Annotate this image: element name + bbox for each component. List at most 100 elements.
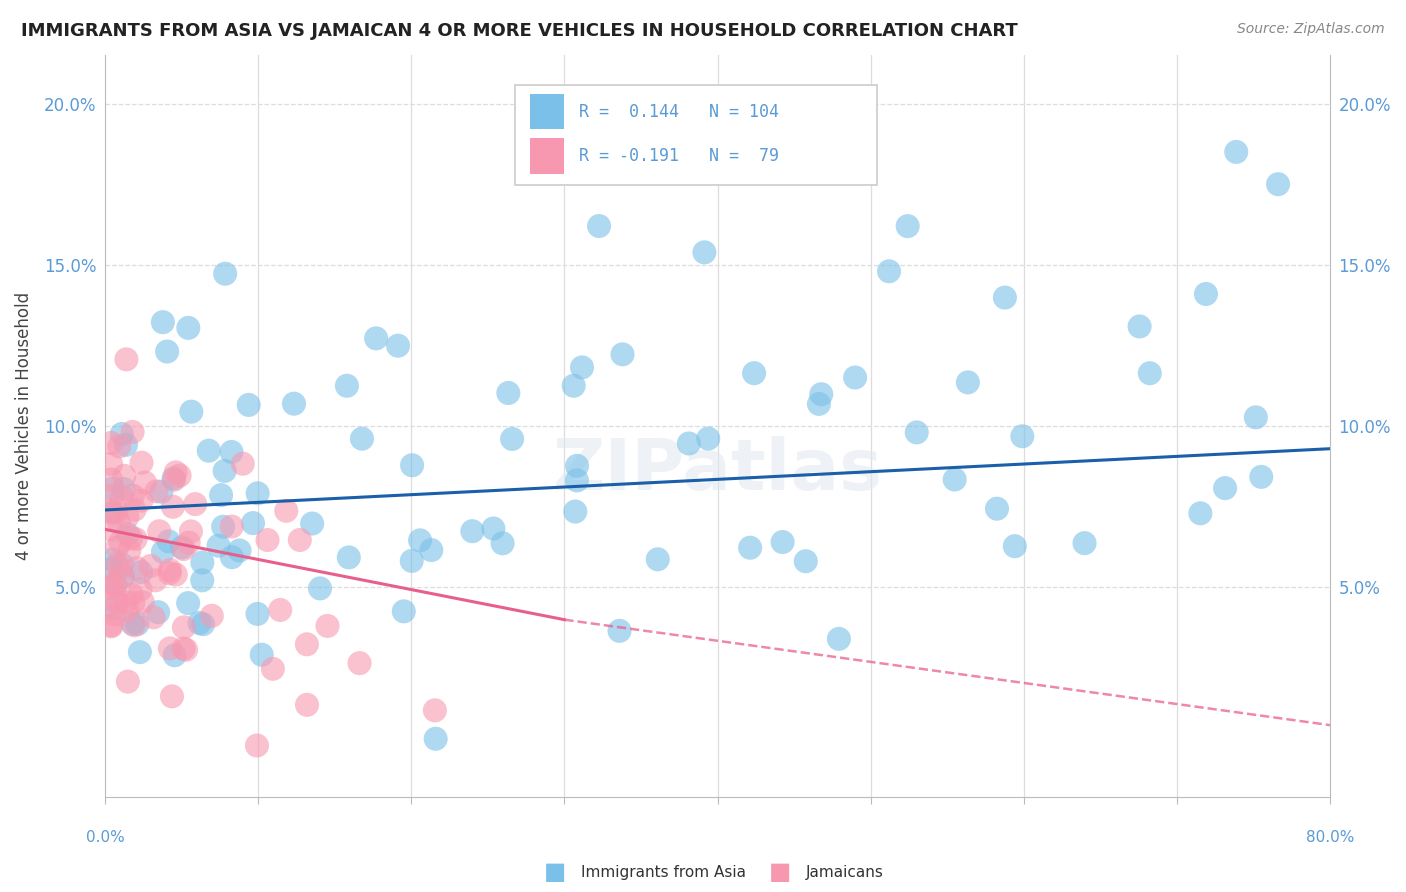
Point xyxy=(678,436,700,450)
Point xyxy=(794,554,817,568)
Point xyxy=(238,398,260,412)
Point xyxy=(104,579,127,593)
Point xyxy=(165,567,187,582)
Point xyxy=(110,535,132,549)
Point xyxy=(844,370,866,384)
Point xyxy=(1267,177,1289,191)
Point xyxy=(250,648,273,662)
Point xyxy=(156,344,179,359)
Point xyxy=(101,482,124,496)
Point xyxy=(170,541,193,555)
Point xyxy=(612,347,634,361)
Point xyxy=(647,552,669,566)
Point xyxy=(564,504,586,518)
Text: Immigrants from Asia: Immigrants from Asia xyxy=(581,865,745,880)
Text: R =  0.144   N = 104: R = 0.144 N = 104 xyxy=(579,103,779,120)
Point xyxy=(877,264,900,278)
Point xyxy=(1244,410,1267,425)
Point xyxy=(100,523,122,537)
Point xyxy=(209,488,232,502)
Point xyxy=(807,397,830,411)
Text: 80.0%: 80.0% xyxy=(1306,830,1354,845)
Point xyxy=(163,648,186,663)
Point xyxy=(387,339,409,353)
Point xyxy=(350,432,373,446)
Point xyxy=(115,438,138,452)
Point xyxy=(693,245,716,260)
Point xyxy=(1129,319,1152,334)
Point xyxy=(269,603,291,617)
Point xyxy=(697,432,720,446)
Point xyxy=(461,524,484,539)
Point xyxy=(122,489,145,503)
Point xyxy=(184,497,207,511)
Text: ■: ■ xyxy=(544,861,567,884)
Point xyxy=(150,484,173,499)
Text: 0.0%: 0.0% xyxy=(86,830,124,845)
Point xyxy=(132,595,155,609)
Point xyxy=(120,531,142,545)
Point xyxy=(191,617,214,632)
Point xyxy=(740,541,762,555)
Point xyxy=(121,616,143,631)
Text: IMMIGRANTS FROM ASIA VS JAMAICAN 4 OR MORE VEHICLES IN HOUSEHOLD CORRELATION CHA: IMMIGRANTS FROM ASIA VS JAMAICAN 4 OR MO… xyxy=(21,22,1018,40)
Point xyxy=(1250,470,1272,484)
Point xyxy=(129,565,152,579)
Point xyxy=(228,543,250,558)
Point xyxy=(242,516,264,530)
Point xyxy=(152,315,174,329)
Point xyxy=(100,457,122,471)
Point xyxy=(157,534,180,549)
Point xyxy=(392,604,415,618)
Point xyxy=(122,596,145,610)
Point xyxy=(117,674,139,689)
Point xyxy=(214,267,236,281)
Point xyxy=(131,493,153,508)
Point xyxy=(420,543,443,558)
Point xyxy=(134,475,156,490)
Point xyxy=(246,607,269,621)
Point xyxy=(498,386,520,401)
Point xyxy=(173,641,195,656)
Point xyxy=(110,569,132,583)
Point xyxy=(423,703,446,717)
Point xyxy=(108,561,131,575)
Point xyxy=(162,471,184,485)
Point xyxy=(256,533,278,547)
Point xyxy=(188,615,211,630)
Point xyxy=(246,486,269,500)
Point xyxy=(214,464,236,478)
Point xyxy=(105,558,128,572)
Point xyxy=(100,436,122,450)
Point xyxy=(562,378,585,392)
Point xyxy=(159,566,181,581)
Point xyxy=(1139,366,1161,380)
Point xyxy=(349,656,371,670)
Point xyxy=(565,458,588,473)
Point xyxy=(121,425,143,439)
Point xyxy=(197,443,219,458)
Point xyxy=(142,610,165,624)
Point xyxy=(124,618,146,632)
Point xyxy=(129,582,152,597)
Point xyxy=(111,558,134,572)
Text: Source: ZipAtlas.com: Source: ZipAtlas.com xyxy=(1237,22,1385,37)
Point xyxy=(148,524,170,539)
Point xyxy=(366,331,388,345)
Point xyxy=(108,439,131,453)
Point xyxy=(105,541,128,555)
Point xyxy=(162,500,184,514)
Point xyxy=(276,504,298,518)
Point xyxy=(100,619,122,633)
Point xyxy=(124,532,146,546)
Point xyxy=(111,490,134,504)
Point xyxy=(1073,536,1095,550)
Point xyxy=(1213,481,1236,495)
Point xyxy=(117,527,139,541)
Point xyxy=(104,595,127,609)
Point xyxy=(145,484,167,499)
Point xyxy=(159,563,181,577)
Point xyxy=(772,535,794,549)
Point xyxy=(100,577,122,591)
Point xyxy=(295,637,318,651)
